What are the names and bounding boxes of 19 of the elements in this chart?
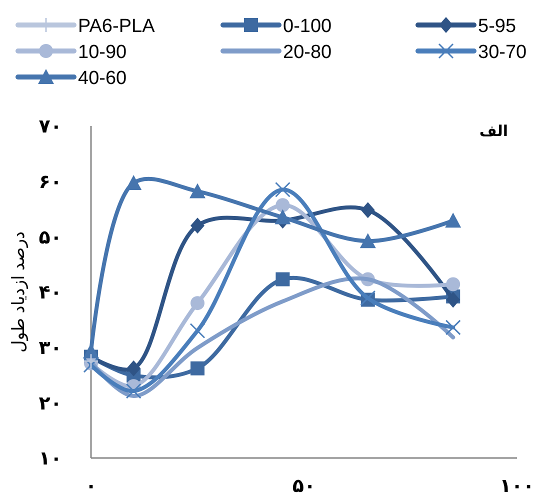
legend-label: 0-100 — [283, 16, 332, 37]
annotation: الف — [479, 123, 508, 140]
x-tick-label: ۱۰۰ — [500, 476, 534, 497]
y-tick-label: ۶۰ — [38, 172, 62, 193]
x-tick-label: ۵۰ — [292, 476, 316, 497]
y-tick-label: ۳۰ — [38, 338, 62, 359]
legend-label: 20-80 — [283, 42, 332, 63]
legend-label: 10-90 — [78, 42, 127, 63]
y-axis-title: درصد ازدیاد طول — [9, 231, 29, 353]
y-tick-label: ۴۰ — [38, 282, 62, 304]
y-tick-label: ۲۰ — [38, 393, 62, 414]
legend-label: PA6-PLA — [78, 16, 156, 37]
y-tick-label: ۱۰ — [38, 448, 62, 470]
x-tick-label: ۰ — [85, 476, 97, 497]
legend-label: 30-70 — [478, 42, 527, 63]
legend-label: 5-95 — [478, 16, 516, 37]
legend-label: 40-60 — [78, 68, 127, 89]
y-tick-label: ۵۰ — [38, 227, 62, 248]
y-tick-label: ۷۰ — [38, 116, 62, 138]
